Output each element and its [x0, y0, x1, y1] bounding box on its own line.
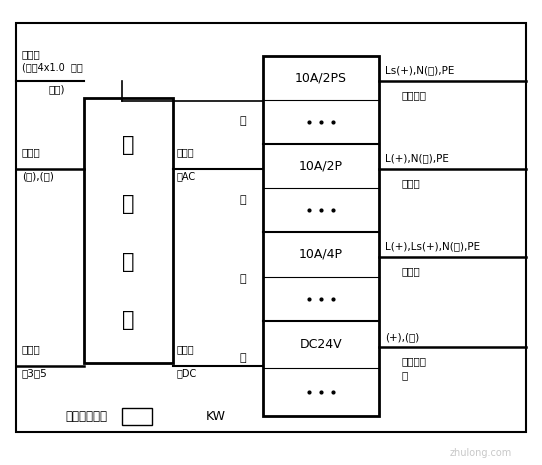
Text: DC24V: DC24V — [300, 338, 343, 351]
Text: 源3扩5: 源3扩5 — [22, 368, 48, 378]
Text: KW: KW — [206, 410, 226, 423]
Text: (源),(－): (源),(－) — [22, 171, 54, 181]
Text: 可控式: 可控式 — [401, 266, 420, 276]
Text: 应急电: 应急电 — [22, 147, 41, 157]
Text: zhulong.com: zhulong.com — [450, 448, 512, 458]
Text: 制: 制 — [122, 310, 135, 330]
Bar — [263, 56, 379, 416]
Text: 消防联: 消防联 — [22, 50, 41, 60]
Text: 源DC: 源DC — [176, 368, 196, 378]
Text: 点灯): 点灯) — [49, 84, 65, 94]
Text: 模: 模 — [240, 274, 246, 284]
Text: Ls(+),N(－),PE: Ls(+),N(－),PE — [385, 65, 454, 75]
Text: 输: 输 — [240, 116, 246, 126]
Text: 额定应急功率: 额定应急功率 — [65, 410, 107, 423]
Text: 控: 控 — [122, 252, 135, 272]
Bar — [84, 98, 173, 363]
Text: (+),(－): (+),(－) — [385, 332, 419, 342]
Bar — [122, 408, 152, 425]
Bar — [16, 23, 526, 432]
Text: 正常电: 正常电 — [176, 147, 194, 157]
Text: 10A/2PS: 10A/2PS — [295, 71, 347, 84]
Text: 流: 流 — [401, 370, 408, 380]
Text: L(+),Ls(+),N(－),PE: L(+),Ls(+),N(－),PE — [385, 241, 480, 252]
Text: 地面导光: 地面导光 — [401, 356, 426, 366]
Text: 10A/2P: 10A/2P — [299, 159, 343, 173]
Text: 电: 电 — [122, 135, 135, 155]
Text: (继电4x1.0  监控: (继电4x1.0 监控 — [22, 62, 82, 72]
Text: 10A/4P: 10A/4P — [299, 248, 343, 261]
Text: 持续式: 持续式 — [401, 178, 420, 188]
Text: 非持续式: 非持续式 — [401, 90, 426, 100]
Text: 块: 块 — [240, 353, 246, 364]
Text: 源AC: 源AC — [176, 171, 195, 181]
Text: 出: 出 — [240, 195, 246, 205]
Text: L(+),N(－),PE: L(+),N(－),PE — [385, 153, 449, 163]
Text: 应急电: 应急电 — [176, 344, 194, 354]
Text: 源: 源 — [122, 193, 135, 214]
Text: 正常电: 正常电 — [22, 344, 41, 354]
